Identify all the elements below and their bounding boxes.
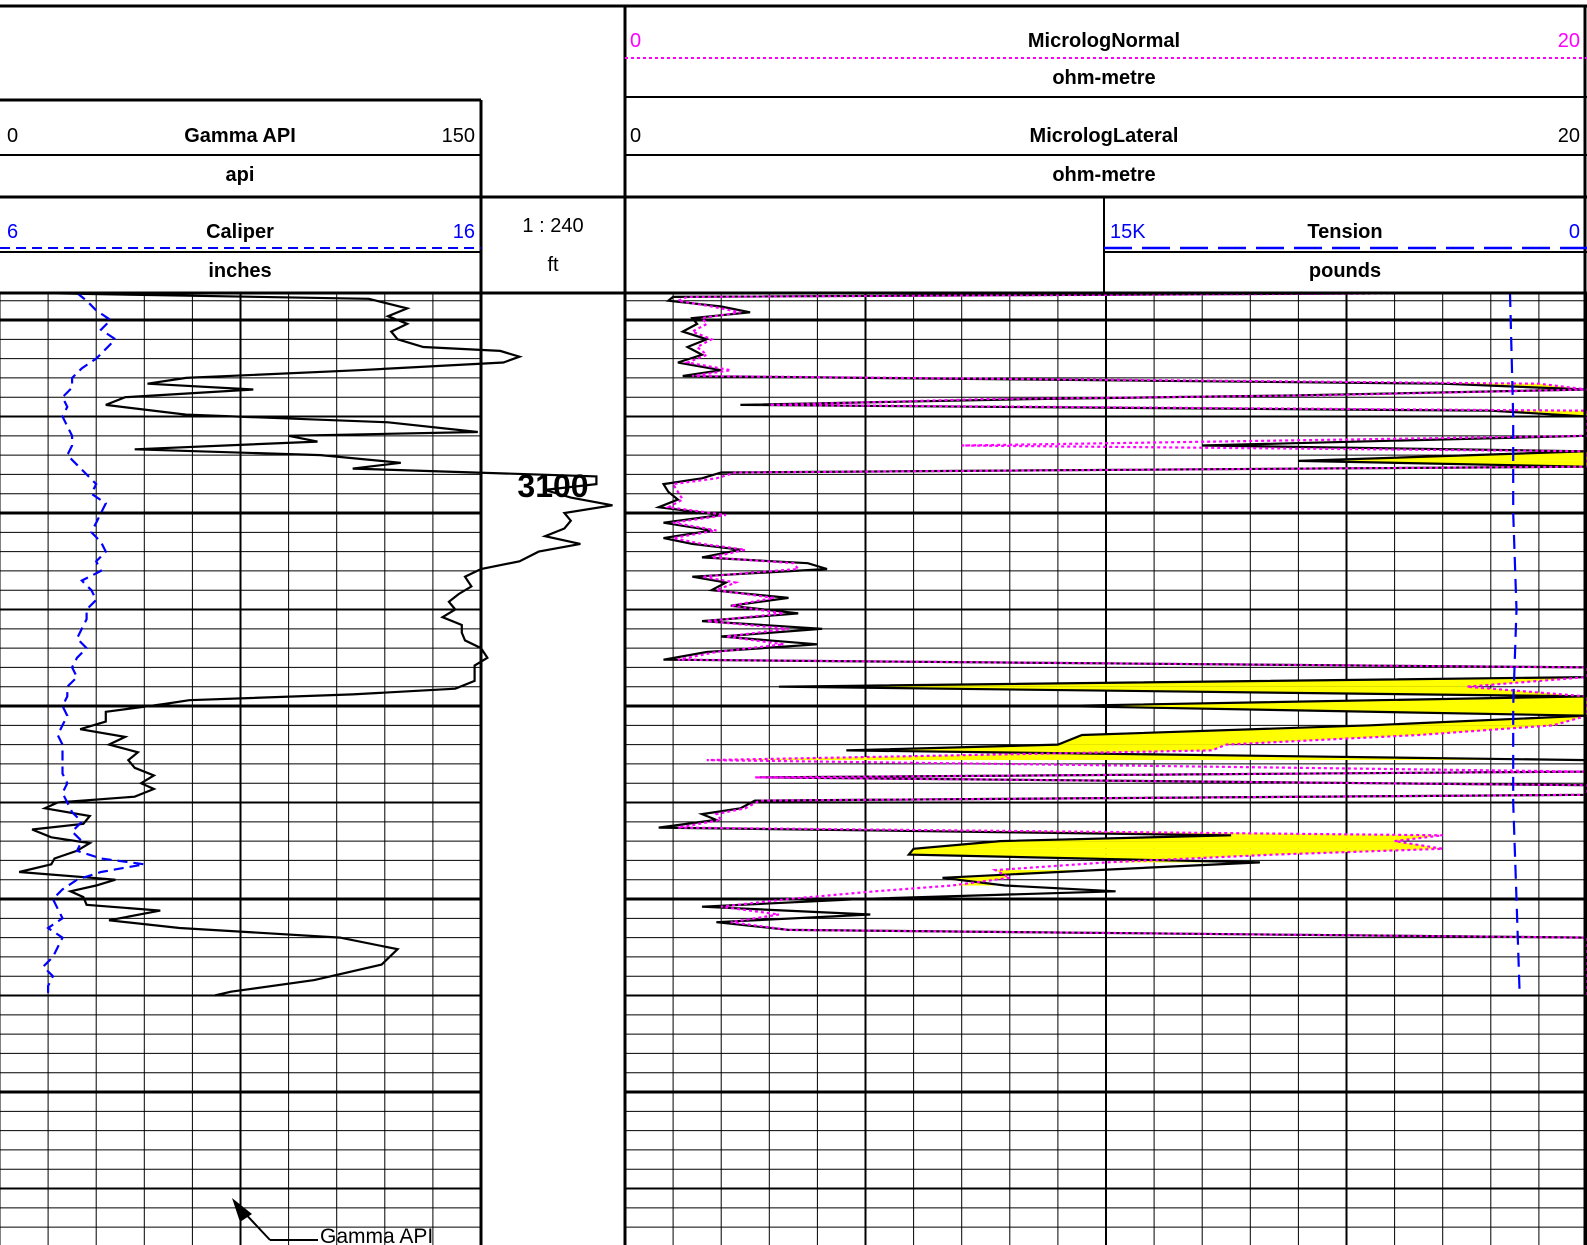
annotation-arrow-icon: [232, 1198, 252, 1222]
tension-max: 0: [1569, 221, 1580, 243]
microlog-lateral-min: 0: [630, 125, 641, 147]
microlog-separation-fill: [913, 841, 1443, 849]
caliper-curve: [41, 292, 145, 996]
depth-label-3100: 3100: [517, 468, 588, 504]
gamma-min: 0: [7, 125, 18, 147]
tension-title: Tension: [1307, 221, 1382, 243]
gamma-annotation-label: Gamma API: [320, 1225, 433, 1245]
microlognormal-curve: [664, 291, 1587, 996]
tension-curve: [1508, 292, 1521, 996]
gamma-title: Gamma API: [184, 125, 296, 147]
caliper-unit: inches: [208, 260, 271, 282]
depth-scale-ratio: 1 : 240: [522, 215, 583, 237]
caliper-title: Caliper: [206, 221, 274, 243]
gamma-annotation: Gamma API: [232, 1198, 433, 1245]
caliper-max: 16: [453, 221, 475, 243]
microlog-separation-fill: [1057, 734, 1419, 745]
caliper-min: 6: [7, 221, 18, 243]
microlog-lateral-unit: ohm-metre: [1052, 164, 1155, 186]
resistivity-track-grid: [624, 293, 1587, 1245]
microlog-lateral-max: 20: [1558, 125, 1580, 147]
microlog-separation-fill: [1081, 725, 1554, 735]
microlog-separation-fill: [846, 744, 1227, 751]
header-frame: [0, 4, 1587, 1245]
depth-scale-unit: ft: [547, 254, 559, 276]
tension-min: 15K: [1110, 221, 1146, 243]
microlog-normal-unit: ohm-metre: [1052, 67, 1155, 89]
microloglateral-curve: [654, 291, 1587, 996]
microlog-normal-title: MicrologNormal: [1028, 30, 1180, 52]
microlog-normal-min: 0: [630, 30, 641, 52]
tension-unit: pounds: [1309, 260, 1381, 282]
gamma-unit: api: [226, 164, 255, 186]
microlog-lateral-title: MicrologLateral: [1030, 125, 1179, 147]
gamma-api-curve: [18, 291, 613, 997]
microlog-separation-fill: [908, 848, 1443, 855]
gamma-track-grid: [0, 293, 482, 1245]
gamma-max: 150: [442, 125, 475, 147]
microlog-separation-fill: [1000, 835, 1443, 842]
microlog-normal-max: 20: [1558, 30, 1580, 52]
curve-layer: [18, 291, 1587, 997]
